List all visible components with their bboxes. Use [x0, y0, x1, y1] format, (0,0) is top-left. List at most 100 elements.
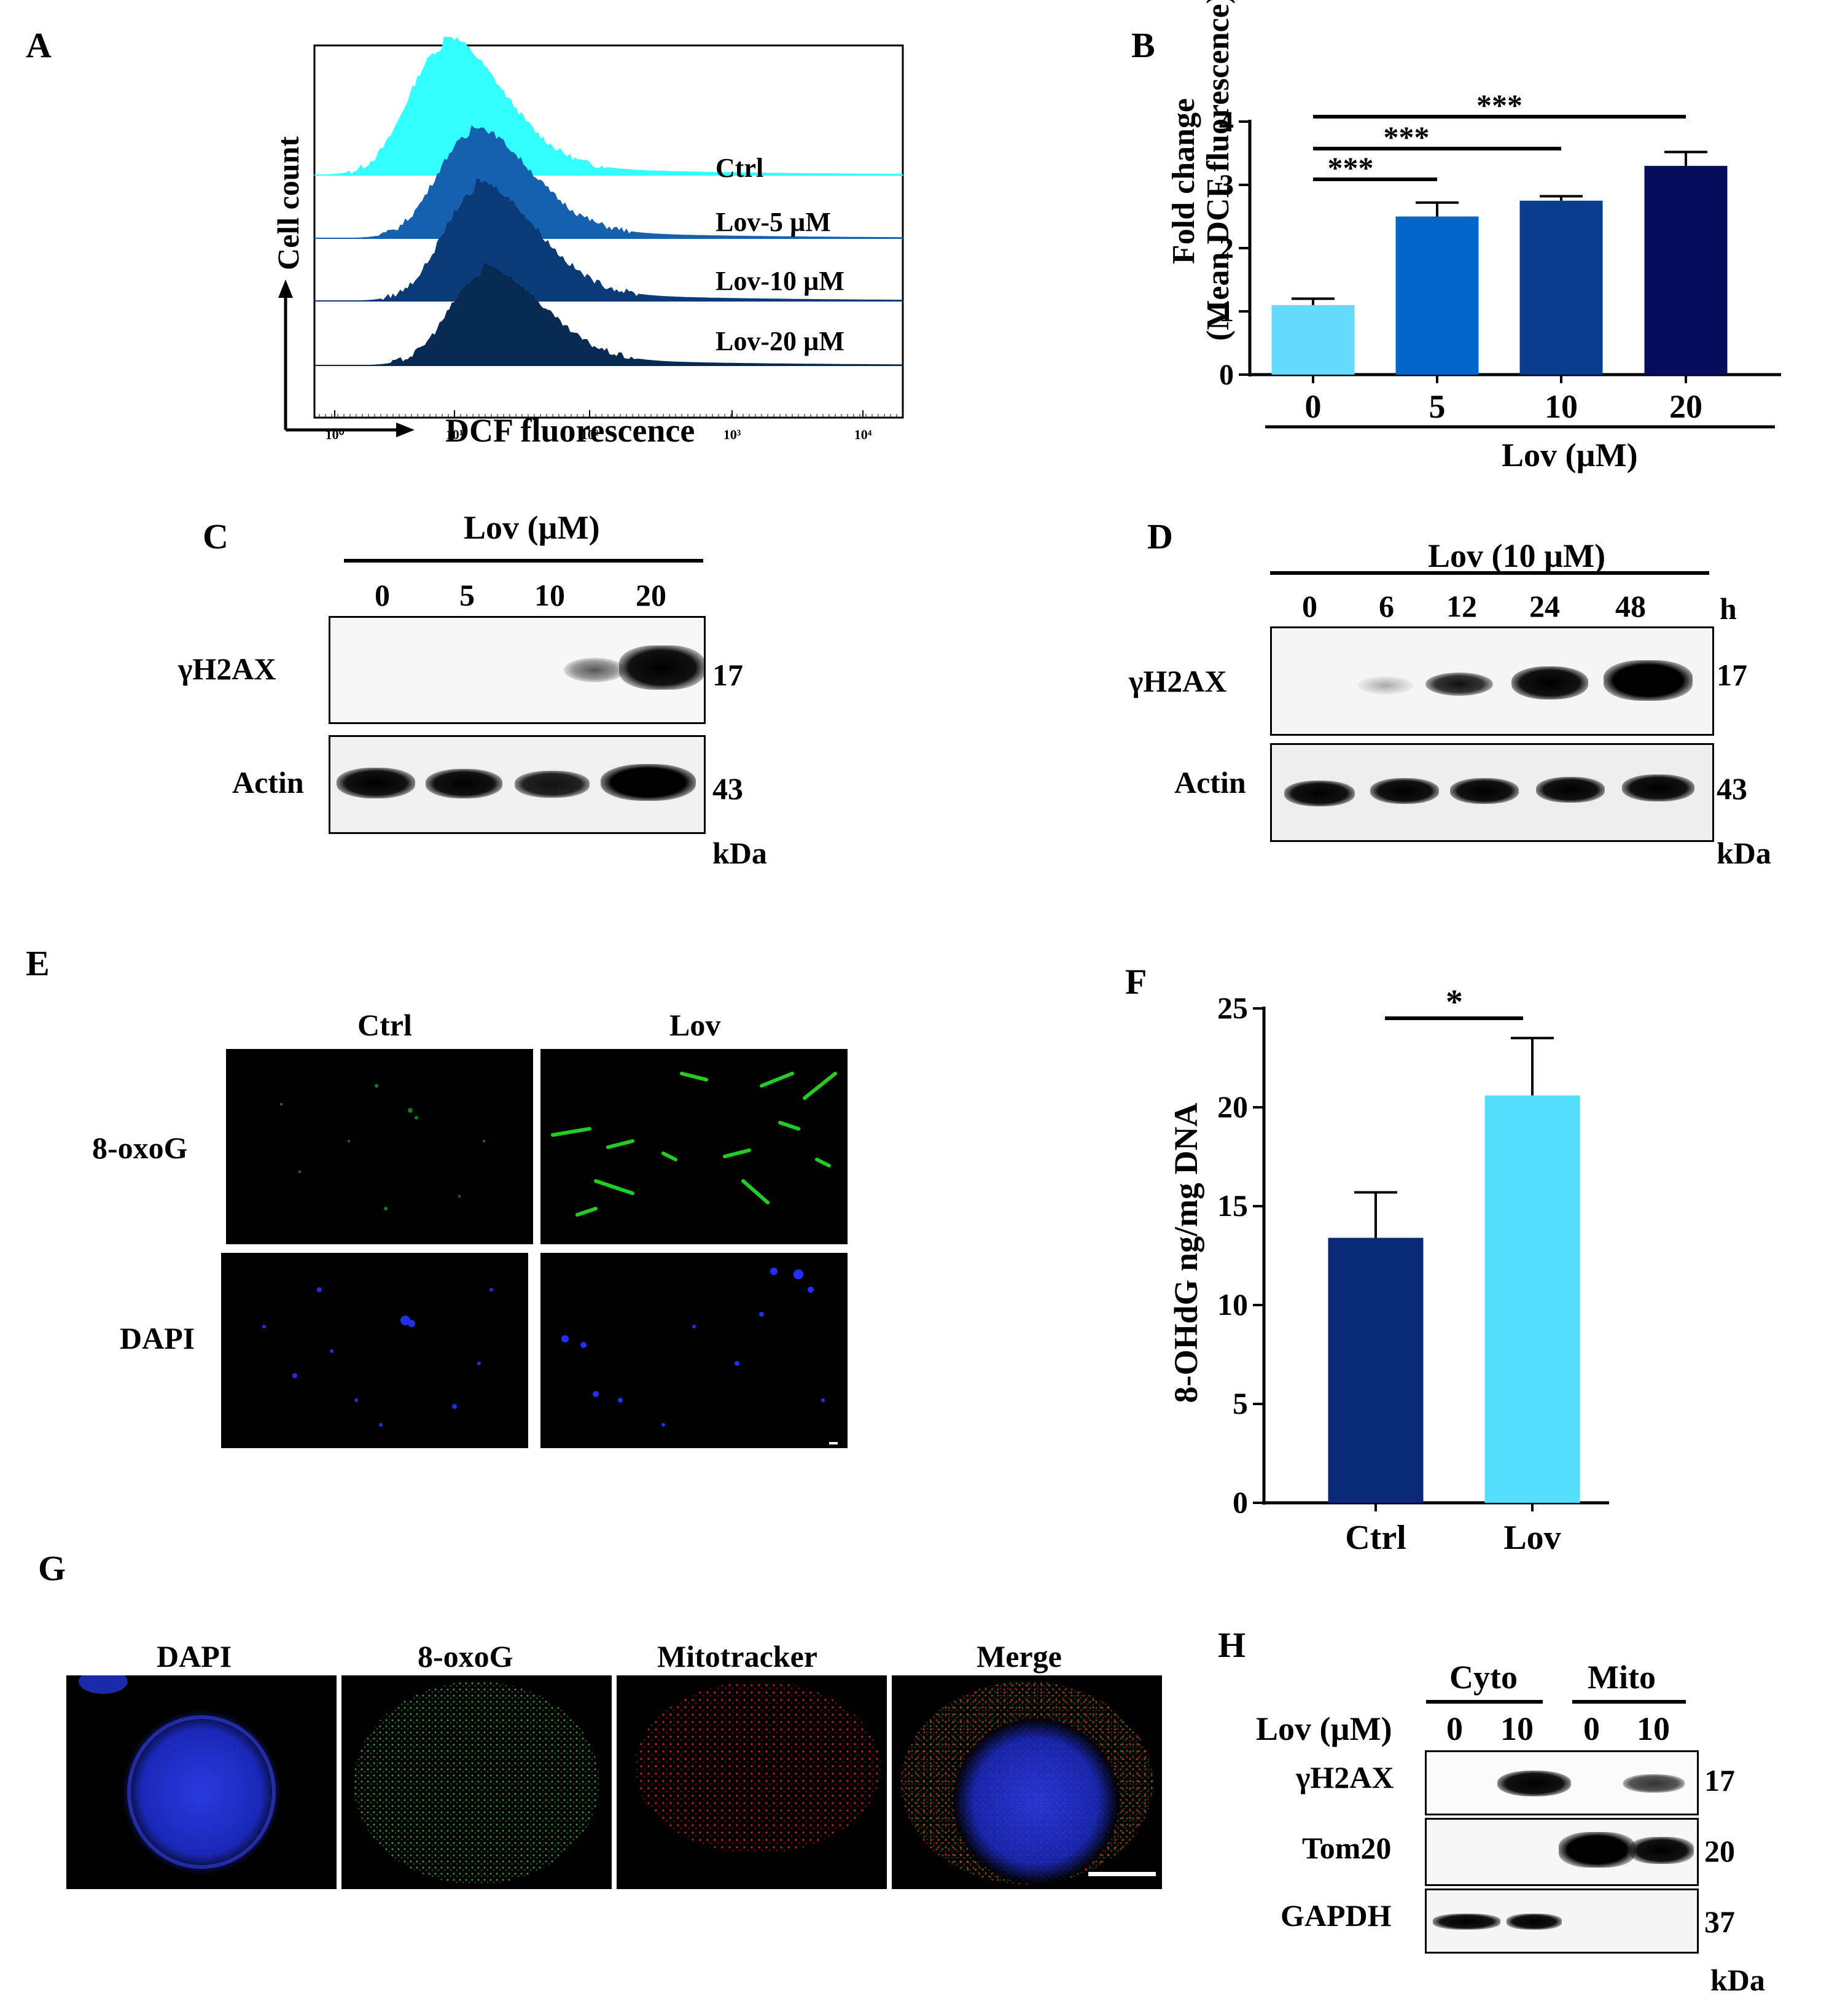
panel-c-lane-0: 0	[375, 578, 390, 612]
bar	[1484, 1095, 1580, 1503]
panel-g-letter: G	[38, 1548, 66, 1588]
e-lov-dapi-dots	[561, 1268, 838, 1444]
panel-d-kda-unit: kDa	[1717, 836, 1771, 870]
y-tick-label: 5	[1233, 1386, 1248, 1421]
panel-g-ch-mitotracker: Mitotracker	[657, 1639, 817, 1674]
panel-h-group-mito: Mito	[1588, 1659, 1656, 1696]
band	[426, 769, 502, 798]
y-axis-arrowhead	[278, 279, 293, 298]
e-ctrl-8oxog-dots	[280, 1084, 485, 1210]
bar	[1328, 1237, 1424, 1503]
panel-a-ylabel: Cell count	[271, 136, 305, 270]
panel-h-group-cyto: Cyto	[1449, 1659, 1518, 1696]
e-ctrl-dapi-image	[221, 1253, 528, 1448]
band	[1433, 1914, 1500, 1930]
panel-b-bar-chart: 0 1 2 3 4 0 5 10 20 *** *** ***	[1219, 88, 1781, 429]
panel-d-lane-3: 24	[1529, 589, 1560, 623]
trace-label-lov20: Lov-20 µM	[715, 326, 844, 356]
band	[1497, 1771, 1571, 1796]
band	[515, 771, 590, 798]
y-tick-label: 1	[1219, 295, 1234, 328]
band	[337, 768, 415, 798]
x-tick-label: 10⁴	[854, 427, 872, 442]
histogram-trace	[314, 178, 904, 302]
g-8oxog-image	[341, 1675, 612, 1889]
band	[1629, 1837, 1694, 1864]
panel-f-ylabel-text: 8-OHdG ng/mg DNA	[1168, 1102, 1204, 1403]
x-tick-label: 10²	[581, 427, 599, 442]
band	[1370, 778, 1439, 804]
panel-d-actin-blot	[1270, 743, 1714, 842]
panel-d-gh2ax-blot	[1270, 626, 1714, 736]
e-lov-8oxog-image	[540, 1049, 848, 1244]
panel-h-lane-2: 0	[1583, 1710, 1600, 1747]
g-dapi-image	[66, 1675, 337, 1889]
band	[1284, 781, 1355, 806]
panel-h-tom20-blot	[1425, 1818, 1699, 1886]
panel-c-kda-43: 43	[712, 771, 743, 806]
bar	[1271, 305, 1355, 375]
panel-d-header: Lov (10 µM)	[1428, 537, 1606, 574]
panel-d-kda-43: 43	[1717, 771, 1747, 806]
panel-g-ch-merge: Merge	[977, 1639, 1062, 1674]
histogram-traces	[314, 37, 904, 366]
g-mitotracker-cytoplasm	[635, 1682, 881, 1853]
panel-h-gapdh-blot	[1425, 1888, 1699, 1954]
x-tick-label: 10¹	[446, 427, 464, 442]
band	[1559, 1832, 1636, 1868]
x-tick-label: 5	[1429, 388, 1446, 425]
x-tick-label: Ctrl	[1345, 1519, 1406, 1557]
significance-label: *	[1446, 983, 1463, 1021]
band	[619, 645, 704, 690]
g-merge-composite	[901, 1682, 1156, 1884]
panel-b-ylabel-text: Fold change (Mean DCF fluorescence)	[1166, 0, 1236, 341]
band	[601, 764, 696, 801]
panel-d-letter: D	[1147, 516, 1173, 556]
panel-h-letter: H	[1218, 1625, 1246, 1665]
panel-a-letter: A	[26, 25, 52, 65]
e-lov-dapi-image	[540, 1253, 848, 1448]
panel-g-ch-dapi: DAPI	[157, 1639, 232, 1674]
g-dapi-nucleus	[79, 1675, 281, 1875]
panel-c-lane-3: 20	[636, 578, 666, 612]
bar	[1519, 200, 1603, 375]
band	[1623, 1774, 1685, 1793]
panel-h-row-gh2ax: γH2AX	[1296, 1760, 1394, 1795]
panel-d-lane-0: 0	[1302, 589, 1317, 623]
panel-h-lane-1: 10	[1500, 1710, 1534, 1747]
panel-d-lane-2: 12	[1446, 589, 1477, 623]
x-tick-label: 10	[1545, 388, 1578, 425]
panel-e-row-dapi: DAPI	[120, 1321, 195, 1355]
panel-f-ylabel: 8-OHdG ng/mg DNA	[1167, 1069, 1205, 1437]
y-tick-label: 10	[1217, 1287, 1248, 1322]
band	[1536, 777, 1605, 803]
band	[1511, 666, 1588, 700]
panel-h-lov-label: Lov (µM)	[1256, 1710, 1392, 1747]
e-ctrl-dapi-dots	[262, 1287, 493, 1427]
g-mitotracker-image	[617, 1675, 887, 1889]
panel-c-actin-blot	[329, 735, 706, 834]
g-merge-image	[892, 1675, 1162, 1889]
significance-label: ***	[1384, 120, 1430, 154]
band	[1507, 1914, 1562, 1930]
panel-c-letter: C	[203, 516, 228, 556]
panel-a-xlabel: DCF fluorescence	[445, 412, 695, 449]
panel-c-header: Lov (µM)	[464, 509, 600, 546]
panel-d-lane-1: 6	[1379, 589, 1394, 623]
y-tick-label: 4	[1219, 106, 1234, 138]
trace-label-lov10: Lov-10 µM	[715, 266, 844, 296]
panel-e-col-ctrl: Ctrl	[357, 1008, 412, 1042]
g-8oxog-cytoplasm	[354, 1682, 599, 1884]
histogram-trace	[314, 263, 904, 366]
panel-e-row-8oxog: 8-oxoG	[92, 1131, 188, 1165]
significance-label: ***	[1476, 88, 1522, 122]
band	[1622, 774, 1694, 801]
panel-d-time-unit: h	[1720, 591, 1737, 626]
bar	[1644, 166, 1728, 375]
band	[1425, 672, 1493, 696]
panel-h-kda-17: 17	[1704, 1763, 1735, 1798]
panel-c-lane-1: 5	[459, 578, 475, 612]
panel-e-col-lov: Lov	[669, 1008, 721, 1042]
panel-h-row-gapdh: GAPDH	[1281, 1898, 1392, 1933]
panel-f-bar-chart: 0 5 10 15 20 25 Ctrl Lov *	[1217, 983, 1609, 1557]
